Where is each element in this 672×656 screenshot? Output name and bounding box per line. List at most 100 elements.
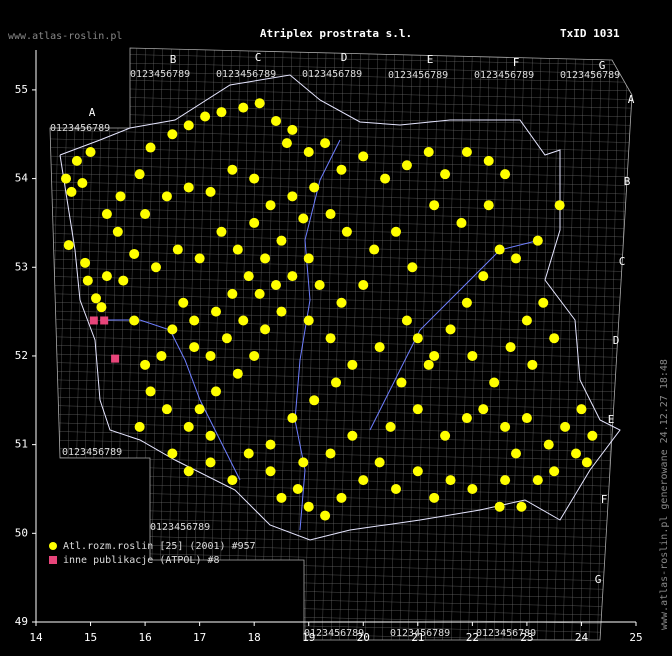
record-dot [145, 386, 156, 397]
record-dot [232, 244, 243, 255]
record-dot [423, 146, 434, 157]
record-dot [440, 430, 451, 441]
record-dot [538, 297, 549, 308]
record-dot [183, 120, 194, 131]
record-dot [211, 386, 221, 397]
record-dot [227, 288, 238, 299]
record-dot [440, 169, 451, 180]
record-dot [331, 377, 341, 388]
atpol-column: A [89, 106, 96, 119]
x-tick-label: 16 [138, 631, 151, 644]
record-dot [412, 466, 423, 477]
record-dot [543, 439, 554, 450]
record-dot [189, 342, 200, 353]
record-dot [369, 244, 380, 255]
record-dot [287, 191, 298, 202]
x-tick-label: 15 [84, 631, 97, 644]
atpol-column: C [255, 51, 262, 64]
record-dot [341, 226, 352, 237]
record-dot [521, 315, 532, 326]
atpol-row: F [601, 493, 608, 506]
record-dot [587, 430, 598, 441]
record-dot [478, 271, 489, 282]
atpol-digits: 0123456789 [50, 123, 110, 134]
record-dot [243, 448, 254, 459]
record-dot [407, 262, 418, 273]
record-dot [82, 275, 93, 286]
record-dot [194, 404, 205, 415]
record-dot [238, 315, 249, 326]
record-dot [281, 138, 292, 149]
atpol-column: F [513, 56, 520, 69]
atpol-row: D [613, 334, 620, 347]
record-dot [63, 240, 74, 251]
record-dot [429, 492, 440, 503]
river [100, 319, 241, 481]
record-dot [115, 191, 126, 202]
record-dot [325, 448, 336, 459]
record-dot [385, 421, 396, 432]
record-dot [243, 271, 254, 282]
record-dot [336, 164, 347, 175]
atpol-digits: 0123456789 [130, 69, 190, 80]
record-dot [549, 333, 560, 344]
atpol-digits: 0123456789 [390, 628, 450, 639]
record-dot [232, 368, 243, 379]
record-dot [271, 280, 281, 291]
atpol-digits: 0123456789 [150, 522, 210, 533]
country-border [59, 74, 621, 541]
record-dot [161, 191, 172, 202]
record-dot [61, 173, 71, 184]
record-dot [445, 324, 456, 335]
record-dot [183, 421, 194, 432]
record-dot [511, 253, 521, 264]
record-dot [489, 377, 500, 388]
record-dot [336, 492, 347, 503]
record-dot [336, 297, 347, 308]
x-tick-label: 17 [193, 631, 206, 644]
record-dot [505, 342, 516, 353]
atpol-row: B [624, 175, 631, 188]
record-dot [265, 439, 276, 450]
record-dot [309, 182, 320, 193]
atpol-digits: 0123456789 [216, 69, 276, 80]
record-dot [391, 226, 401, 237]
record-dot [445, 475, 456, 486]
record-dot [151, 262, 161, 273]
record-dot [71, 155, 82, 166]
record-dot [576, 404, 587, 415]
atpol-column: D [341, 51, 348, 64]
record-dot [303, 146, 314, 157]
record-dot [183, 182, 194, 193]
y-tick-label: 55 [15, 83, 28, 96]
x-tick-label: 18 [248, 631, 261, 644]
record-dot [358, 151, 369, 162]
record-dot [112, 226, 123, 237]
record-dot [391, 483, 401, 494]
record-dot [347, 359, 358, 370]
record-dot [483, 200, 494, 211]
record-dot [374, 457, 385, 468]
record-dot [156, 350, 167, 361]
record-dot [309, 395, 320, 406]
x-tick-label: 23 [520, 631, 533, 644]
x-tick-label: 25 [629, 631, 642, 644]
record-dot [140, 209, 151, 220]
record-dot [238, 102, 249, 113]
record-dot [91, 293, 101, 304]
record-dot [276, 492, 287, 503]
record-dot [461, 297, 472, 308]
record-dot [140, 359, 151, 370]
record-dot [500, 169, 511, 180]
record-dot [260, 324, 271, 335]
record-dot [374, 342, 385, 353]
atpol-column: G [599, 59, 606, 72]
record-dot [532, 235, 543, 246]
record-dot [527, 359, 538, 370]
record-dot [532, 475, 543, 486]
record-dot [205, 457, 216, 468]
river [369, 239, 541, 431]
record-dot [66, 186, 77, 197]
record-dot [227, 475, 238, 486]
